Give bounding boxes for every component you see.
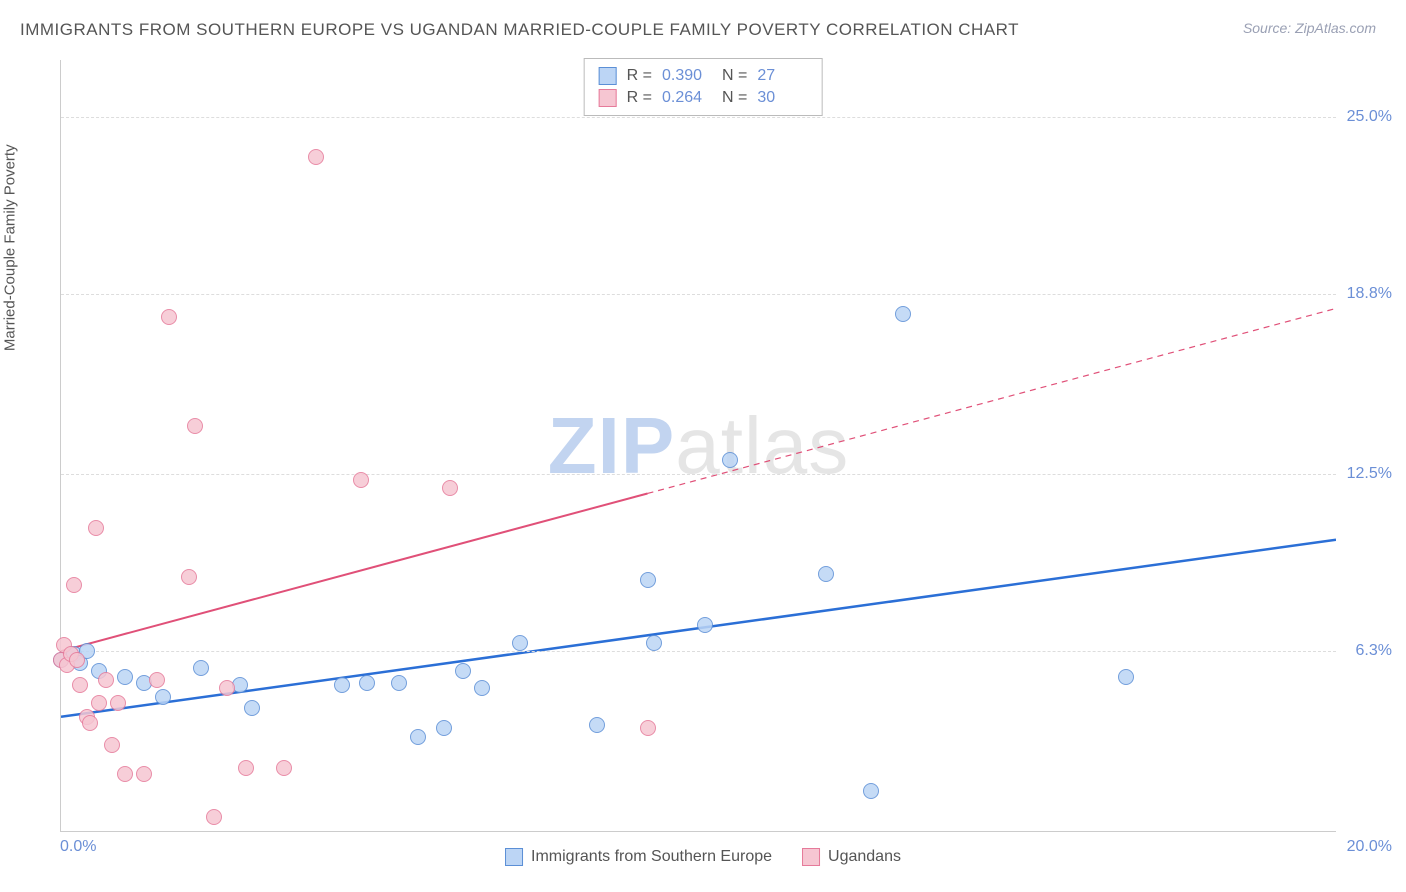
legend-r-value: 0.390	[662, 67, 712, 85]
data-point	[69, 652, 85, 668]
data-point	[72, 677, 88, 693]
data-point	[442, 480, 458, 496]
data-point	[436, 720, 452, 736]
legend-r-label: R =	[627, 89, 652, 107]
gridline	[61, 474, 1336, 475]
legend-item: Immigrants from Southern Europe	[505, 848, 772, 866]
data-point	[161, 309, 177, 325]
x-tick-label: 20.0%	[1347, 838, 1392, 856]
data-point	[722, 452, 738, 468]
legend-n-value: 27	[757, 67, 807, 85]
gridline	[61, 651, 1336, 652]
data-point	[155, 689, 171, 705]
watermark: ZIPatlas	[548, 400, 849, 492]
data-point	[474, 680, 490, 696]
legend-r-label: R =	[627, 67, 652, 85]
legend-swatch	[599, 89, 617, 107]
data-point	[206, 809, 222, 825]
legend-item: Ugandans	[802, 848, 901, 866]
data-point	[136, 766, 152, 782]
legend-row: R = 0.390 N = 27	[599, 65, 808, 87]
data-point	[276, 760, 292, 776]
data-point	[512, 635, 528, 651]
data-point	[359, 675, 375, 691]
chart-title: IMMIGRANTS FROM SOUTHERN EUROPE VS UGAND…	[20, 20, 1019, 40]
data-point	[104, 737, 120, 753]
data-point	[895, 306, 911, 322]
data-point	[181, 569, 197, 585]
trend-line	[61, 493, 648, 651]
data-point	[244, 700, 260, 716]
data-point	[117, 669, 133, 685]
scatter-chart: ZIPatlas	[60, 60, 1336, 832]
data-point	[82, 715, 98, 731]
data-point	[238, 760, 254, 776]
data-point	[818, 566, 834, 582]
data-point	[98, 672, 114, 688]
data-point	[308, 149, 324, 165]
legend-label: Immigrants from Southern Europe	[531, 848, 772, 866]
legend-n-label: N =	[722, 89, 747, 107]
gridline	[61, 117, 1336, 118]
y-tick-label: 25.0%	[1347, 108, 1392, 126]
legend-n-label: N =	[722, 67, 747, 85]
watermark-bold: ZIP	[548, 401, 675, 490]
legend-swatch	[505, 848, 523, 866]
data-point	[640, 720, 656, 736]
x-tick-label: 0.0%	[60, 838, 96, 856]
data-point	[353, 472, 369, 488]
legend-row: R = 0.264 N = 30	[599, 87, 808, 109]
data-point	[110, 695, 126, 711]
data-point	[410, 729, 426, 745]
data-point	[187, 418, 203, 434]
gridline	[61, 294, 1336, 295]
correlation-legend: R = 0.390 N = 27 R = 0.264 N = 30	[584, 58, 823, 116]
y-tick-label: 18.8%	[1347, 285, 1392, 303]
data-point	[117, 766, 133, 782]
legend-label: Ugandans	[828, 848, 901, 866]
data-point	[91, 695, 107, 711]
data-point	[640, 572, 656, 588]
source-attribution: Source: ZipAtlas.com	[1243, 20, 1376, 36]
watermark-light: atlas	[675, 401, 849, 490]
data-point	[88, 520, 104, 536]
data-point	[589, 717, 605, 733]
data-point	[193, 660, 209, 676]
legend-swatch	[802, 848, 820, 866]
y-tick-label: 6.3%	[1356, 642, 1392, 660]
y-tick-label: 12.5%	[1347, 465, 1392, 483]
data-point	[646, 635, 662, 651]
data-point	[66, 577, 82, 593]
legend-n-value: 30	[757, 89, 807, 107]
data-point	[697, 617, 713, 633]
data-point	[863, 783, 879, 799]
legend-r-value: 0.264	[662, 89, 712, 107]
data-point	[1118, 669, 1134, 685]
data-point	[219, 680, 235, 696]
trend-line-extrapolated	[648, 308, 1337, 493]
y-axis-label: Married-Couple Family Poverty	[2, 144, 19, 351]
data-point	[391, 675, 407, 691]
data-point	[149, 672, 165, 688]
series-legend: Immigrants from Southern Europe Ugandans	[505, 848, 901, 866]
data-point	[334, 677, 350, 693]
legend-swatch	[599, 67, 617, 85]
data-point	[455, 663, 471, 679]
